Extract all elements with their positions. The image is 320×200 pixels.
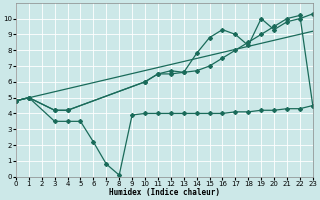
X-axis label: Humidex (Indice chaleur): Humidex (Indice chaleur): [109, 188, 220, 197]
